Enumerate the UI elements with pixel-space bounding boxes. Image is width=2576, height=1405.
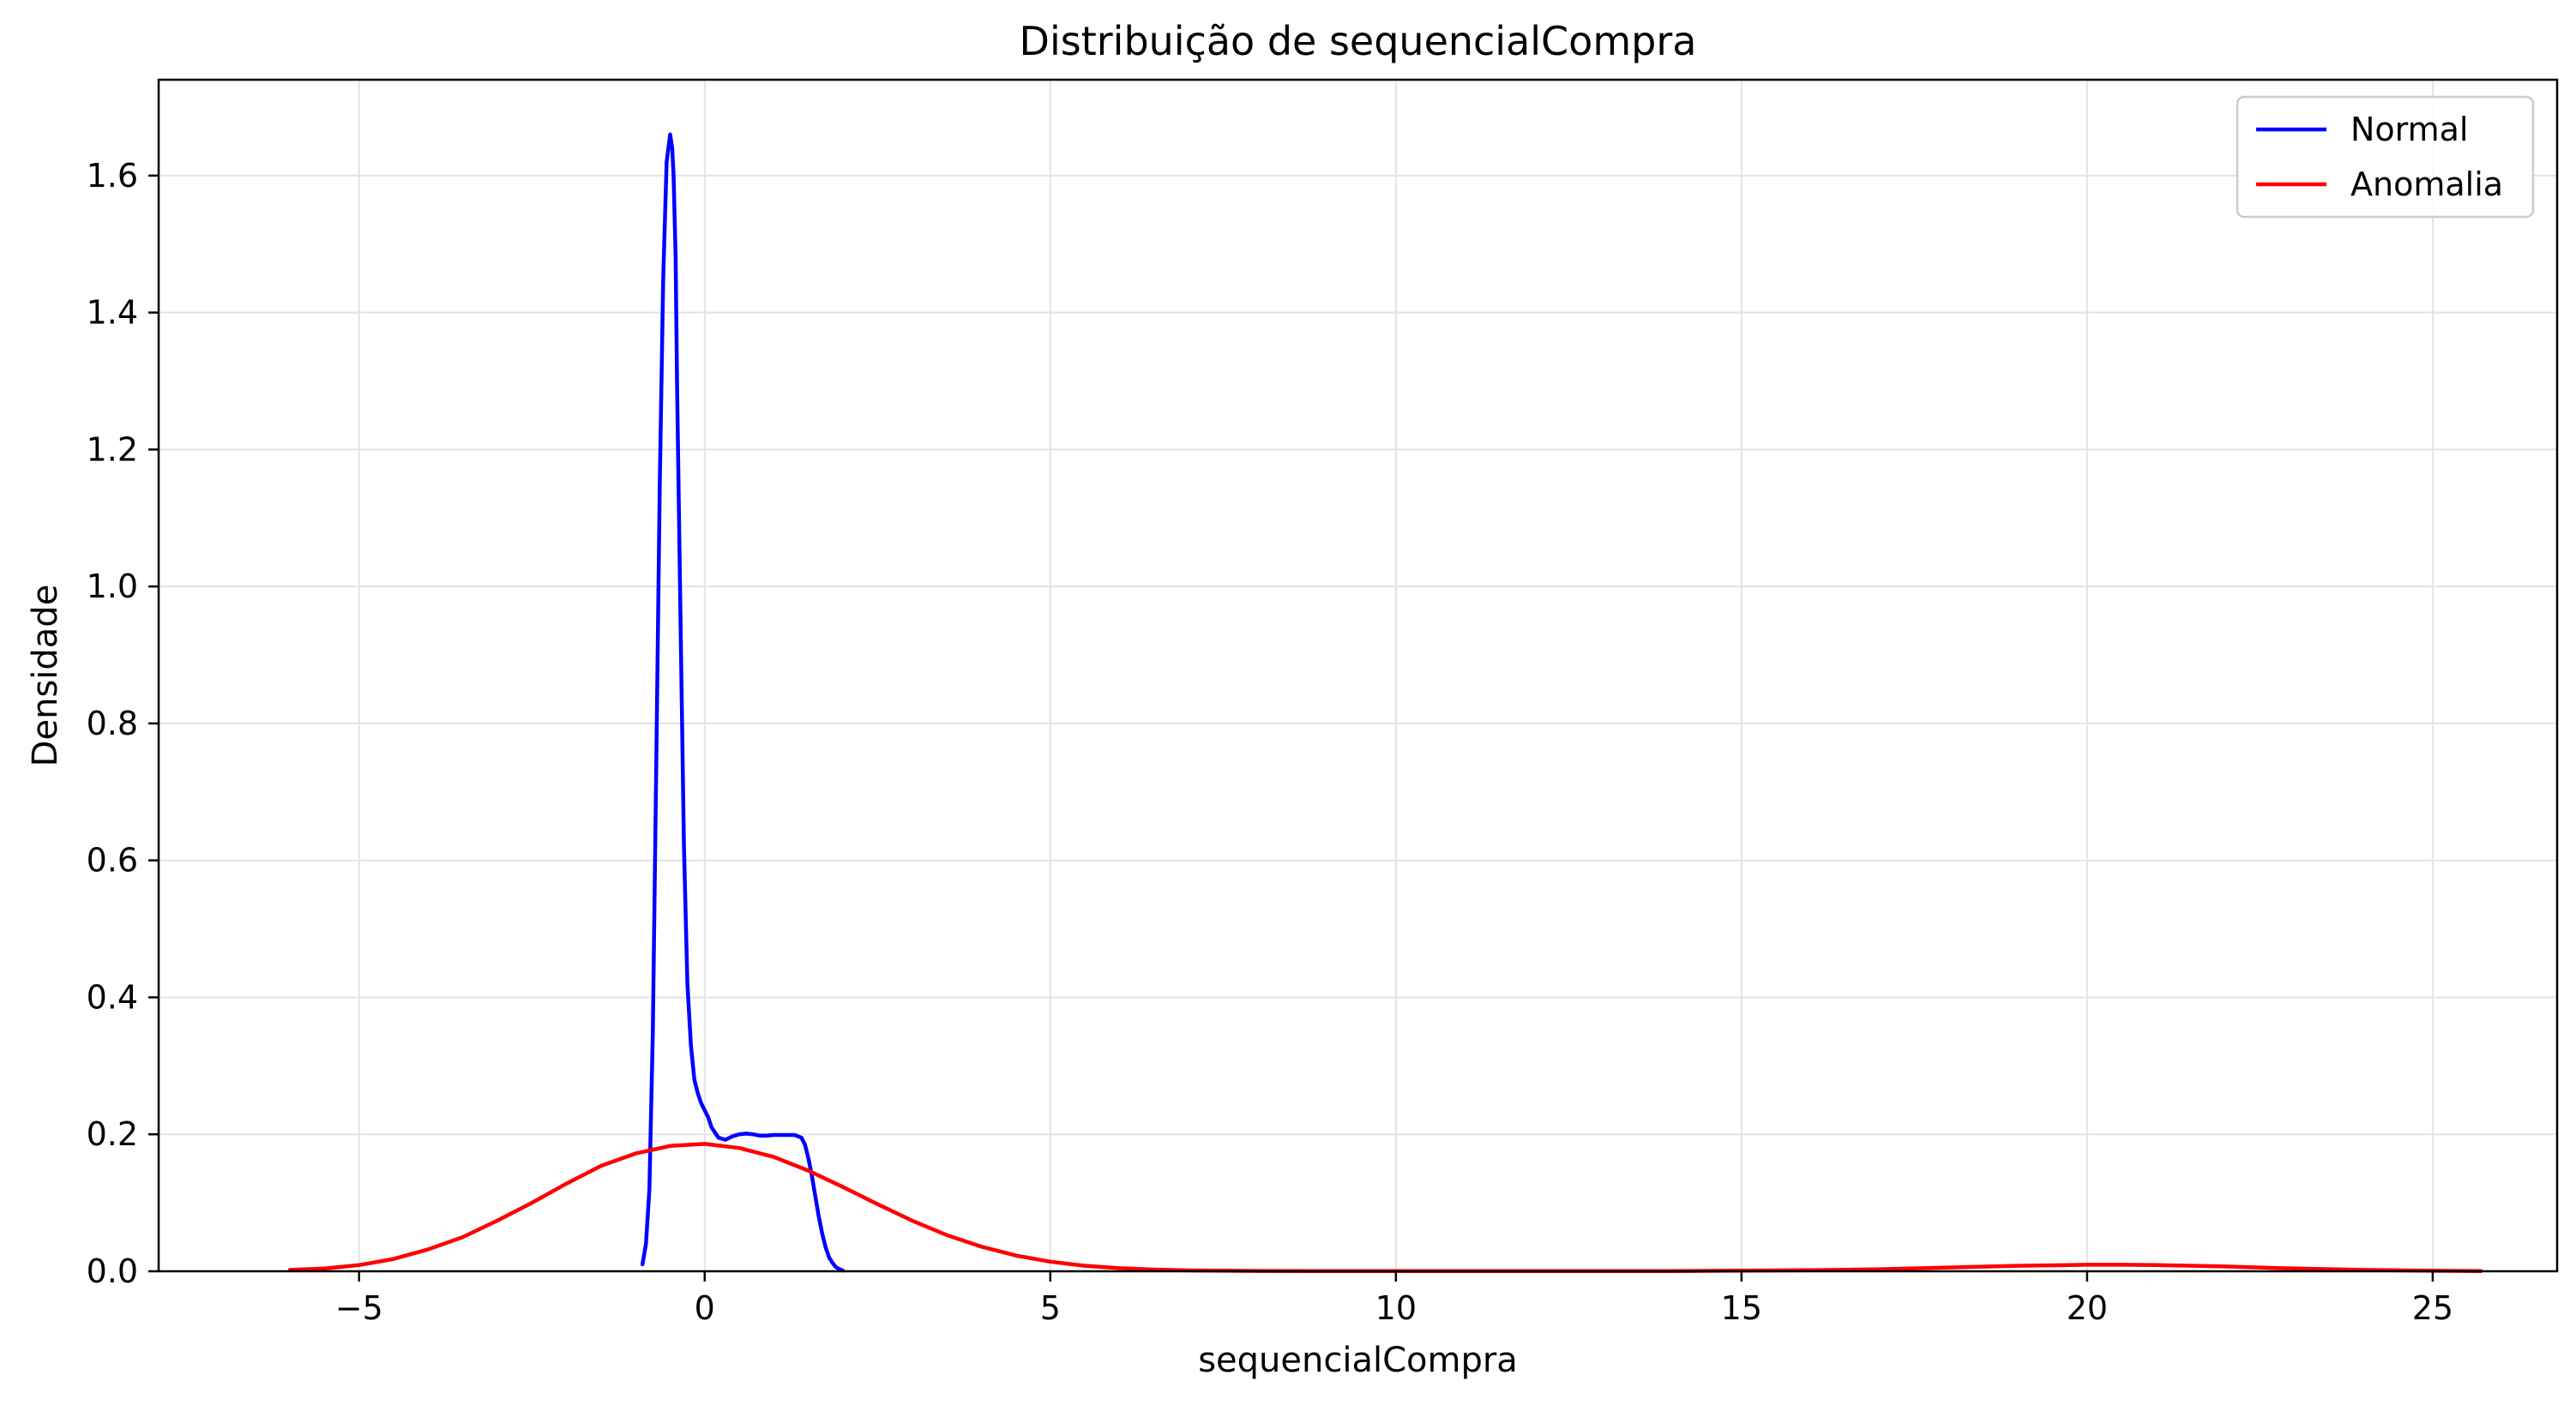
plot-area: [157, 78, 2559, 1273]
legend-label-normal: Normal: [2350, 111, 2469, 148]
x-tick-label: 25: [2412, 1289, 2453, 1327]
x-axis-label: sequencialCompra: [1198, 1341, 1518, 1380]
y-tick-label: 1.6: [87, 157, 138, 195]
legend: Normal Anomalia: [2236, 95, 2535, 219]
x-tick-label: 10: [1375, 1289, 1417, 1327]
y-tick-label: 0.4: [87, 978, 138, 1016]
x-tick-label: 20: [2067, 1289, 2108, 1327]
series-layer: [287, 132, 2483, 1274]
x-tick-label: 15: [1721, 1289, 1762, 1327]
y-tick-label: 1.2: [87, 430, 138, 468]
chart-title: Distribuição de sequencialCompra: [1020, 18, 1697, 64]
y-tick-label: 1.4: [87, 294, 138, 332]
x-axis: −5 0 5 10 15 20 25: [335, 1271, 2453, 1327]
y-tick-label: 0.6: [87, 842, 138, 880]
series-line-anomalia: [287, 1142, 2483, 1274]
y-tick-label: 0.2: [87, 1115, 138, 1153]
x-tick-label: 0: [695, 1289, 715, 1327]
y-tick-label: 0.8: [87, 705, 138, 742]
grid: [159, 80, 2557, 1272]
y-tick-label: 0.0: [87, 1252, 138, 1290]
y-axis: 0.0 0.2 0.4 0.6 0.8 1.0 1.2 1.4 1.6: [87, 157, 159, 1290]
legend-box: [2236, 95, 2535, 219]
x-tick-label: −5: [335, 1289, 383, 1327]
y-tick-label: 1.0: [87, 567, 138, 605]
y-axis-label: Densidade: [26, 585, 65, 767]
series-line-normal: [640, 132, 846, 1273]
x-tick-label: 5: [1040, 1289, 1061, 1327]
legend-label-anomalia: Anomalia: [2350, 165, 2503, 203]
